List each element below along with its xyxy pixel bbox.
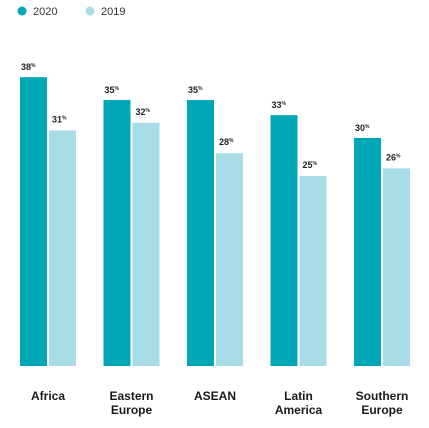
bar-southern-europe-2019 [383,168,410,366]
category-label-asean: ASEAN [194,389,236,403]
bar-southern-europe-2020 [354,138,381,366]
bar-eastern-europe-2019 [132,122,160,366]
legend-label-2020: 2020 [33,6,57,18]
value-label-latin-america-2019: 25% [303,160,318,170]
bar-latin-america-2020 [270,115,298,366]
value-labels-group: 38% 31% 35% 32% 35% 28% 33% 25% 30% 26% [21,62,401,170]
bar-africa-2019 [49,130,76,366]
bar-africa-2020 [20,77,47,366]
bar-asean-2020 [187,100,214,366]
value-label-latin-america-2020: 33% [272,100,287,110]
value-label-africa-2020: 38% [21,62,36,72]
legend-label-2019: 2019 [101,6,125,18]
bar-eastern-europe-2020 [103,100,131,366]
legend: 2020 2019 [17,6,125,18]
value-label-eastern-europe-2020: 35% [105,85,120,95]
value-label-southern-europe-2019: 26% [386,152,401,162]
bars-group [20,77,410,366]
bar-latin-america-2019 [299,176,327,366]
value-label-eastern-europe-2019: 32% [136,107,151,117]
category-label-latin-america: Latin America [275,389,323,417]
category-labels-group: Africa Eastern Europe ASEAN Latin America Sout… [31,389,408,417]
value-label-southern-europe-2020: 30% [355,123,370,133]
category-label-africa: Africa [31,389,65,403]
bar-asean-2019 [216,153,243,366]
value-label-asean-2020: 35% [188,85,203,95]
category-label-eastern-europe: Eastern Europe [109,389,153,417]
category-label-southern-europe: Southern Europe [356,389,409,417]
legend-marker-2020 [17,6,27,16]
value-label-asean-2019: 28% [219,137,234,147]
value-label-africa-2019: 31% [52,114,67,124]
legend-marker-2019 [85,6,95,16]
